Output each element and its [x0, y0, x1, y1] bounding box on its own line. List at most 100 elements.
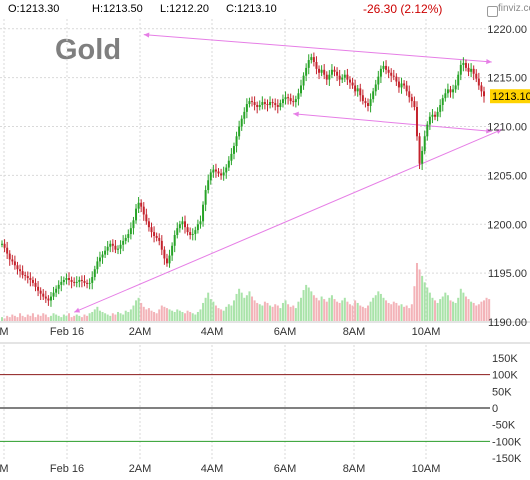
volume-bar — [356, 302, 359, 321]
volume-bar — [42, 313, 45, 321]
lower-panel: M Feb 16 2AM 4AM 6AM 8AM 10AM 150K 100K 50K 0 -50K -… — [0, 342, 530, 475]
volume-bar — [232, 300, 235, 321]
volume-bar — [281, 302, 284, 321]
price-change: -26.30 (2.12%) — [363, 2, 443, 16]
volume-bar — [436, 302, 439, 321]
volume-bar — [449, 300, 452, 321]
candle-body — [62, 279, 65, 282]
candle-body — [341, 77, 344, 80]
candle-body — [390, 72, 393, 76]
candle-body — [323, 69, 326, 75]
symbol-title: Gold — [55, 34, 122, 66]
candle-body — [387, 69, 390, 73]
candle-body — [418, 136, 421, 164]
volume-bar — [408, 308, 411, 321]
candle-body — [464, 62, 467, 68]
volume-bar — [434, 300, 437, 321]
candle-body — [297, 93, 300, 100]
candle-body — [434, 114, 437, 117]
volume-bar — [101, 311, 104, 321]
candle-body — [57, 284, 60, 289]
candle-body — [101, 254, 104, 258]
candle-body — [96, 261, 99, 270]
candle-body — [436, 111, 439, 117]
candle-body — [287, 97, 290, 99]
volume-bar — [222, 310, 225, 321]
last-price-label: 1213.10 — [492, 91, 530, 103]
candle-body — [109, 243, 112, 247]
volume-bar — [142, 306, 145, 321]
candle-body — [354, 85, 357, 92]
candle-body — [42, 293, 45, 297]
volume-bar — [333, 299, 336, 321]
candle-body — [106, 246, 109, 251]
volume-bar — [462, 292, 465, 321]
candle-body — [299, 85, 302, 94]
volume-bar — [413, 286, 416, 321]
volume-bar — [109, 315, 112, 321]
volume-bar — [181, 311, 184, 321]
candle-body — [104, 250, 107, 255]
volume-bar — [343, 297, 346, 321]
candle-body — [80, 279, 83, 281]
y-tick-label: 1210.00 — [487, 122, 527, 134]
candle-body — [127, 234, 130, 238]
candle-body — [52, 292, 55, 297]
lower-x-tick-label: 8AM — [343, 463, 366, 475]
volume-bar — [88, 313, 91, 321]
volume-bar — [418, 269, 421, 321]
candle-body — [374, 84, 377, 92]
candle-body — [408, 91, 411, 98]
candle-body — [3, 243, 6, 248]
candle-body — [336, 71, 339, 76]
volume-bar — [163, 306, 166, 321]
volume-bar — [325, 301, 328, 321]
finviz-logo-icon — [487, 6, 498, 17]
candle-body — [225, 167, 228, 173]
volume-bar — [37, 314, 40, 321]
candle-body — [271, 102, 274, 104]
x-tick-label: 10AM — [412, 326, 441, 338]
volume-bar — [289, 306, 292, 321]
candle-body — [243, 111, 246, 119]
candle-body — [343, 74, 346, 78]
candle-body — [263, 102, 266, 105]
candle-body — [140, 202, 143, 207]
candle-body — [312, 57, 315, 63]
candle-body — [217, 171, 220, 174]
volume-bar — [395, 302, 398, 321]
candle-body — [348, 79, 351, 83]
volume-bar — [454, 302, 457, 321]
lower-y-tick-label: 50K — [492, 386, 512, 398]
candle-body — [256, 105, 259, 107]
volume-bar — [191, 313, 194, 321]
candle-body — [199, 221, 202, 225]
candle-body — [181, 221, 184, 225]
candle-body — [289, 98, 292, 102]
candle-body — [93, 269, 96, 278]
candle-body — [274, 103, 277, 106]
volume-bar — [196, 311, 199, 321]
candle-body — [248, 101, 251, 105]
volume-bar — [173, 311, 176, 321]
volume-bar — [114, 314, 117, 321]
volume-bar — [403, 306, 406, 321]
volume-bar — [129, 309, 132, 321]
volume-bar — [348, 304, 351, 321]
candle-body — [6, 247, 9, 254]
volume-bar — [415, 263, 418, 321]
volume-bars — [1, 263, 491, 321]
candle-body — [171, 245, 174, 256]
volume-bar — [444, 292, 447, 321]
x-tick-label: M — [0, 326, 9, 338]
volume-bar — [78, 315, 81, 321]
candle-body — [160, 240, 163, 250]
candle-body — [382, 65, 385, 69]
candle-body — [194, 230, 197, 235]
volume-bar — [441, 296, 444, 321]
volume-bar — [119, 313, 122, 321]
candle-body — [472, 68, 475, 74]
trendline-arrowhead — [74, 307, 81, 313]
volume-bar — [279, 308, 282, 321]
volume-bar — [52, 313, 55, 321]
